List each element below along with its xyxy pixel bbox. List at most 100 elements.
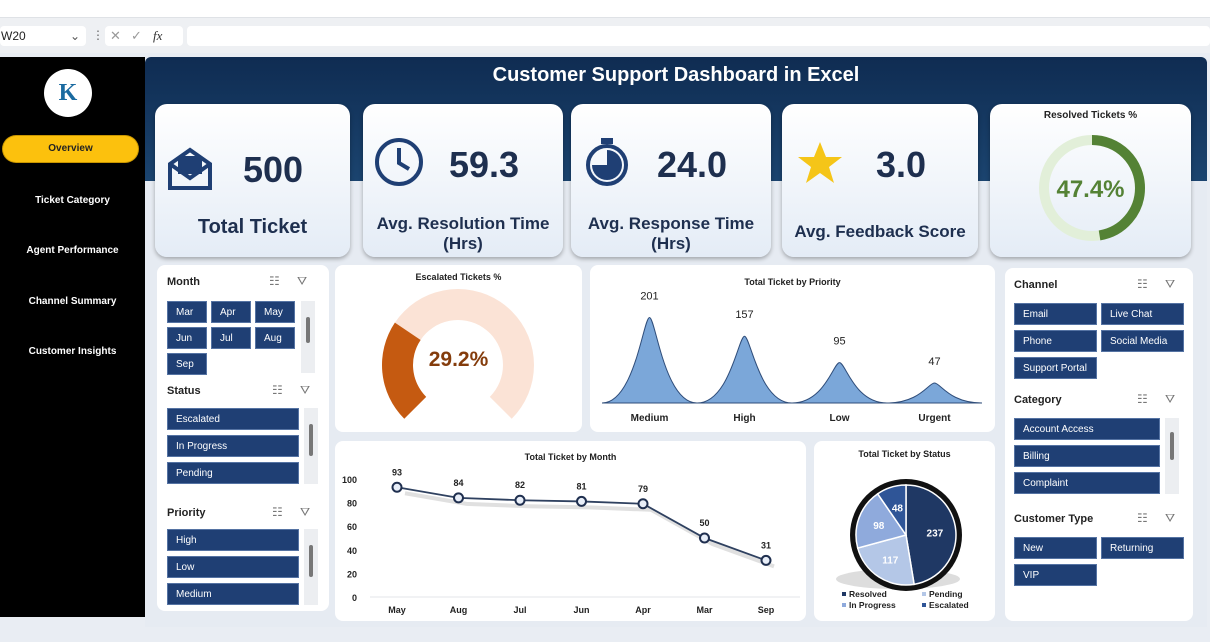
month-chart-panel: Total Ticket by Month 0 20 40 60 80 100 93 May 8… [335, 441, 806, 621]
month-chart: 0 20 40 60 80 100 93 May 84 Aug 82 Jul 81 Jun 79 Apr 50 M… [342, 467, 800, 615]
escalated-panel: Escalated Tickets % 29.2% [335, 265, 582, 432]
kpi-value: 3.0 [876, 144, 927, 185]
slicer-item-sep[interactable]: Sep [167, 353, 207, 375]
formula-input[interactable] [187, 26, 1210, 46]
clear-filter-icon[interactable]: ⛛ [300, 383, 311, 397]
data-label: 47 [928, 356, 940, 368]
slicer-category-title: Category [1014, 394, 1062, 406]
data-point [576, 495, 587, 507]
legend-swatch [922, 603, 926, 607]
clock-icon [375, 138, 423, 186]
slicer-item-vip[interactable]: VIP [1014, 564, 1097, 586]
scrollbar[interactable] [304, 408, 318, 484]
legend-label: Resolved [849, 589, 887, 599]
x-tick-label: Low [830, 413, 850, 424]
multiselect-icon[interactable]: ☷ [1137, 277, 1148, 291]
data-label: 48 [892, 503, 904, 514]
data-label: 50 [699, 518, 709, 528]
clear-filter-icon[interactable]: ⛛ [300, 505, 311, 519]
clear-filter-icon[interactable]: ⛛ [1165, 511, 1176, 525]
x-tick-label: Urgent [918, 413, 951, 424]
multiselect-icon[interactable]: ☷ [1137, 392, 1148, 406]
slicer-item-may[interactable]: May [255, 301, 295, 323]
priority-shape [791, 362, 888, 404]
sidebar-item-customer-insights[interactable]: Customer Insights [28, 346, 117, 357]
slicer-item-account-access[interactable]: Account Access [1014, 418, 1160, 440]
slicer-item-medium[interactable]: Medium [167, 583, 299, 605]
formula-bar: W20 ⌄ ⋮ ✕ ✓ fx [0, 17, 1210, 53]
slicer-item-pending[interactable]: Pending [167, 462, 299, 484]
legend-label: Pending [929, 589, 963, 599]
slicer-item-escalated[interactable]: Escalated [167, 408, 299, 430]
slicer-item-jul[interactable]: Jul [211, 327, 251, 349]
slicer-item-new[interactable]: New [1014, 537, 1097, 559]
priority-shape [601, 316, 698, 404]
sidebar-item-overview[interactable]: Overview [3, 136, 138, 162]
y-tick-label: 100 [342, 475, 357, 485]
slicer-item-aug[interactable]: Aug [255, 327, 295, 349]
slicer-item-support-portal[interactable]: Support Portal [1014, 357, 1097, 379]
slicer-item-jun[interactable]: Jun [167, 327, 207, 349]
multiselect-icon[interactable]: ☷ [1137, 511, 1148, 525]
escalated-title: Escalated Tickets % [415, 272, 502, 282]
scrollbar[interactable] [301, 301, 315, 373]
slicer-item-in-progress[interactable]: In Progress [167, 435, 299, 457]
slicer-item-email[interactable]: Email [1014, 303, 1097, 325]
slicer-item-billing[interactable]: Billing [1014, 445, 1160, 467]
fx-icon[interactable]: fx [153, 28, 163, 43]
kpi-avg-response-time: 24.0 Avg. Response Time (Hrs) [571, 104, 771, 257]
slicer-month-title: Month [167, 276, 200, 288]
cell-reference: W20 [1, 29, 26, 43]
sidebar-item-channel-summary[interactable]: Channel Summary [28, 296, 117, 307]
data-point [637, 498, 649, 510]
sidebar-item-agent-performance[interactable]: Agent Performance [26, 245, 119, 256]
kpi-value: 24.0 [657, 144, 728, 185]
multiselect-icon[interactable]: ☷ [269, 274, 280, 288]
data-point [391, 481, 403, 493]
x-tick-label: Medium [631, 413, 669, 424]
escalated-value: 29.2% [428, 348, 489, 371]
slicer-panel-left: Month ☷ ⛛ Mar Apr May Jun Jul Aug Sep Status ☷… [157, 265, 329, 611]
data-label: 157 [735, 309, 753, 321]
priority-chart-panel: Total Ticket by Priority 201 Medium 157 Hig… [590, 265, 995, 432]
data-point [760, 554, 772, 566]
slicer-item-phone[interactable]: Phone [1014, 330, 1097, 352]
data-label: 93 [392, 467, 402, 477]
clear-filter-icon[interactable]: ⛛ [1165, 277, 1176, 291]
clear-filter-icon[interactable]: ⛛ [1165, 392, 1176, 406]
slicer-item-mar[interactable]: Mar [167, 301, 207, 323]
priority-shape [886, 382, 983, 404]
x-tick-label: Aug [450, 605, 468, 615]
legend-swatch [842, 592, 846, 596]
scrollbar[interactable] [1165, 418, 1179, 494]
name-box[interactable]: W20 ⌄ [0, 26, 86, 46]
logo: K [44, 69, 92, 117]
slicer-status-title: Status [167, 385, 201, 397]
slicer-item-apr[interactable]: Apr [211, 301, 251, 323]
kpi-total-ticket: 500 Total Ticket [155, 104, 350, 257]
slicer-panel-right: Channel ☷ ⛛ Email Live Chat Phone Social… [1005, 268, 1193, 621]
slicer-item-live-chat[interactable]: Live Chat [1101, 303, 1184, 325]
cancel-icon[interactable]: ✕ [110, 28, 121, 43]
resolved-tickets-card: Resolved Tickets % 47.4% [990, 104, 1191, 257]
multiselect-icon[interactable]: ☷ [272, 505, 283, 519]
more-icon[interactable]: ⋮ [92, 28, 104, 42]
slicer-item-social-media[interactable]: Social Media [1101, 330, 1184, 352]
sidebar-item-ticket-category[interactable]: Ticket Category [35, 195, 110, 206]
slicer-item-returning[interactable]: Returning [1101, 537, 1184, 559]
slicer-item-low[interactable]: Low [167, 556, 299, 578]
resolved-arc [1039, 135, 1145, 241]
y-tick-label: 60 [347, 522, 357, 532]
clear-filter-icon[interactable]: ⛛ [297, 274, 308, 288]
enter-icon[interactable]: ✓ [131, 28, 142, 43]
scrollbar[interactable] [304, 529, 318, 605]
dashboard: Customer Support Dashboard in Excel 500 … [145, 57, 1207, 627]
gauge-track [382, 289, 534, 419]
slicer-item-complaint[interactable]: Complaint [1014, 472, 1160, 494]
formula-controls: ✕ ✓ fx [105, 26, 183, 46]
slicer-item-high[interactable]: High [167, 529, 299, 551]
multiselect-icon[interactable]: ☷ [272, 383, 283, 397]
kpi-avg-feedback-score: 3.0 Avg. Feedback Score [782, 104, 978, 257]
chevron-down-icon[interactable]: ⌄ [70, 29, 81, 43]
data-label: 81 [576, 481, 586, 491]
